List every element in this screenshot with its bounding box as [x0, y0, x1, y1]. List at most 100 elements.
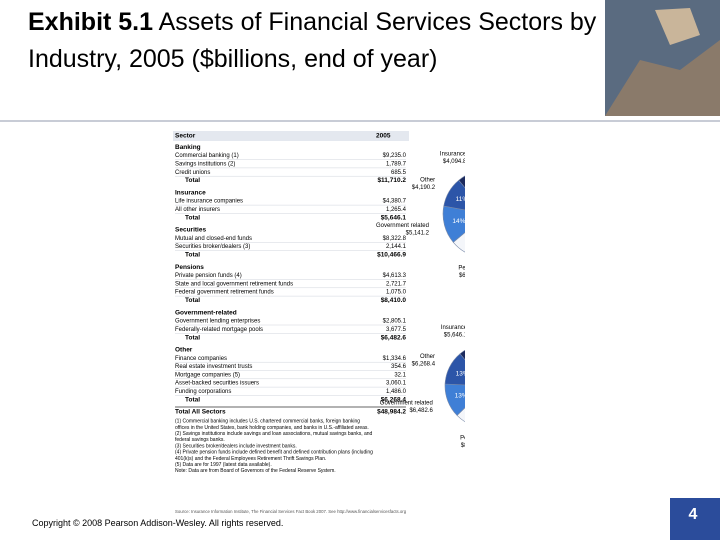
slice-amount: $6,268.4 [412, 361, 436, 367]
grand-value: $48,984.2 [377, 409, 406, 416]
note: (3) Securities broker/dealers include in… [175, 443, 297, 449]
note: offices in the United States, bank holdi… [175, 425, 369, 431]
slice-amount: $5,141.2 [406, 230, 430, 236]
total-value: $6,482.6 [381, 334, 407, 341]
row-label: Mortgage companies (5) [175, 372, 240, 378]
note: 401(k)s) and the Federal Employees Retir… [175, 456, 326, 462]
row-label: Commercial banking (1) [175, 153, 239, 159]
total-value: $10,466.9 [377, 252, 406, 259]
note: (4) Private pension funds include define… [175, 450, 373, 456]
total-label: Total [185, 177, 200, 184]
slice-label: Insurance [440, 151, 465, 157]
pie-slice [452, 232, 465, 253]
row-value: $9,235.0 [383, 153, 407, 159]
slice-label: Pensions [460, 436, 465, 442]
row-label: Federal government retirement funds [175, 290, 274, 296]
title-text: Assets of Financial Services Sectors by … [28, 8, 597, 73]
header-bg [173, 131, 409, 141]
page-box: 4 [670, 498, 720, 540]
slice-label: Insurance [441, 325, 465, 331]
row-label: Life insurance companies [175, 199, 243, 205]
slice-amount: $8,410.0 [461, 443, 465, 449]
note: (2) Savings institutions include savings… [175, 431, 373, 437]
copyright: Copyright © 2008 Pearson Addison-Wesley.… [32, 518, 284, 528]
pie-slice [444, 383, 465, 416]
row-value: $1,334.6 [383, 356, 407, 362]
total-value: $5,646.1 [381, 214, 407, 221]
row-label: Federally-related mortgage pools [175, 327, 263, 333]
note: (5) Data are for 1997 (latest data avail… [175, 462, 272, 468]
group-name: Pensions [175, 264, 204, 271]
total-value: $11,710.2 [377, 177, 406, 184]
slice-amount: $6,982.6 [459, 273, 465, 279]
slice-amount: $4,094.8 [443, 159, 465, 165]
slide-title: Exhibit 5.1 Assets of Financial Services… [28, 4, 598, 78]
group-name: Securities [175, 227, 206, 234]
note: (1) Commercial banking includes U.S. cha… [175, 419, 360, 425]
row-label: State and local government retirement fu… [175, 281, 293, 287]
slice-percent: 11% [456, 196, 465, 203]
pie-slice [443, 179, 465, 211]
total-value: $8,410.0 [381, 297, 407, 304]
row-value: $2,805.1 [383, 319, 407, 325]
page-number: 4 [688, 506, 698, 523]
row-label: Finance companies [175, 356, 227, 362]
group-name: Government-related [175, 309, 237, 316]
total-label: Total [185, 214, 200, 221]
row-label: Savings institutions (2) [175, 161, 235, 167]
row-value: 1,265.4 [386, 207, 407, 213]
slice-label: Pensions [458, 265, 465, 271]
total-value: $6,268.4 [381, 396, 407, 403]
table-header: Sector [175, 133, 196, 140]
row-value: 3,677.5 [386, 327, 407, 333]
total-label: Total [185, 252, 200, 259]
slice-amount: $4,190.2 [412, 185, 436, 191]
slice-percent: 14% [452, 218, 465, 225]
slice-percent: 13% [456, 370, 465, 377]
row-label: Government lending enterprises [175, 319, 260, 325]
exhibit-image: Sector 2005 Banking Commercial banking (1) $… [173, 130, 465, 514]
slice-label: Other [420, 354, 435, 360]
row-value: 2,144.1 [386, 244, 407, 250]
row-value: 354.6 [391, 364, 407, 370]
table-header: 2005 [376, 133, 391, 140]
row-value: 32.1 [394, 372, 406, 378]
row-value: 1,075.0 [386, 290, 407, 296]
pie-slice [456, 407, 465, 423]
slice-percent: 13% [455, 393, 465, 400]
note: federal savings banks. [175, 437, 225, 443]
row-value: $4,613.3 [383, 273, 407, 279]
group-name: Insurance [175, 190, 206, 197]
row-value: $4,380.7 [383, 199, 407, 205]
photo-shoe [655, 8, 700, 45]
grand-label: Total All Sectors [175, 409, 226, 416]
slice-label: Other [420, 177, 435, 183]
slice-label: Government related [380, 400, 433, 406]
note: Note: Data are from Board of Governors o… [175, 468, 336, 474]
slice-label: Government related [376, 223, 429, 229]
row-value: $8,322.8 [383, 236, 407, 242]
group-name: Other [175, 347, 193, 354]
photo-rock [605, 40, 720, 116]
row-value: 685.5 [391, 170, 407, 176]
slice-amount: $6,482.6 [409, 408, 433, 414]
row-label: Mutual and closed-end funds [175, 236, 252, 242]
row-label: Real estate investment trusts [175, 364, 252, 370]
pie-slice [444, 353, 465, 386]
row-value: 1,486.0 [386, 389, 407, 395]
row-value: 2,721.7 [386, 281, 407, 287]
source: Source: Insurance Information Institute,… [175, 509, 407, 514]
row-label: Private pension funds (4) [175, 273, 242, 279]
pie-title: Assets of Financial Services Sectors, 20… [421, 130, 465, 132]
row-value: 1,789.7 [386, 161, 407, 167]
row-label: Asset-backed securities issuers [175, 381, 259, 387]
total-label: Total [185, 297, 200, 304]
group-name: Banking [175, 144, 201, 151]
row-value: 3,060.1 [386, 381, 407, 387]
row-label: Credit unions [175, 170, 210, 176]
slice-amount: $5,646.1 [444, 333, 465, 339]
total-label: Total [185, 396, 200, 403]
row-label: Securities broker/dealers (3) [175, 244, 250, 250]
